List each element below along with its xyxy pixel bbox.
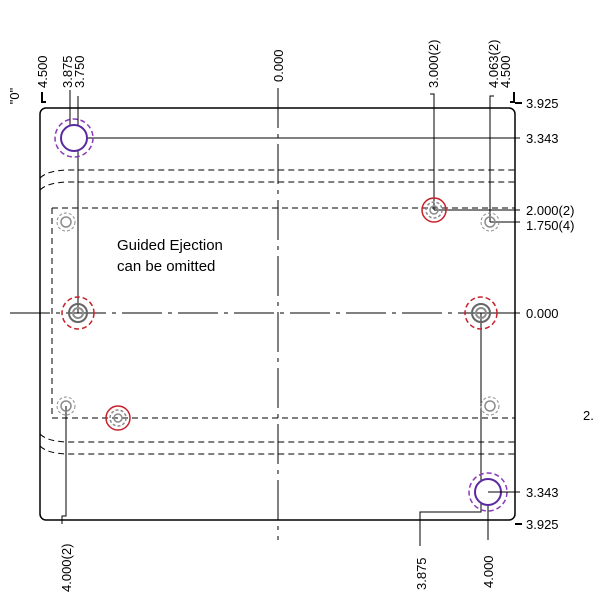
note-line-1: Guided Ejection (117, 237, 223, 254)
right-dim-upper-hole: 3.343 (526, 131, 559, 146)
top-dim-center: 0.000 (271, 49, 286, 82)
guided-ejection-hole-right (464, 296, 498, 330)
right-dim-top-edge: 3.925 (526, 96, 559, 111)
right-dim-small-hole-b: 1.750(4) (526, 218, 574, 233)
bottom-dim-left-hole: 4.000(2) (59, 544, 74, 592)
top-dim-left-hole-a: 3.875 (60, 55, 75, 88)
datum-label: "0" (7, 87, 22, 104)
hidden-line-upper-1 (39, 169, 515, 179)
small-hole-lower-left (56, 396, 76, 416)
note-line-2: can be omitted (117, 258, 215, 275)
top-dim-right-outer: 4.500 (498, 55, 513, 88)
bottom-dim-right-hole-b: 4.000 (481, 555, 496, 588)
small-hole-lower-right (480, 396, 500, 416)
edge-ticks (41, 92, 522, 525)
top-dim-left-outer: 4.500 (35, 55, 50, 88)
hidden-line-upper-2 (39, 181, 515, 191)
bottom-dim-right-hole-a: 3.875 (414, 557, 429, 590)
hidden-line-lower-3 (39, 445, 515, 455)
right-dim-center: 0.000 (526, 306, 559, 321)
screw-hole-lower-left (105, 405, 131, 431)
top-dim-left-hole-b: 3.750 (72, 55, 87, 88)
top-dim-right-hole-a: 3.000(2) (426, 40, 441, 88)
right-dim-small-hole-a: 2.000(2) (526, 203, 574, 218)
leader-pin-hole-upper-left (54, 118, 94, 158)
hidden-line-lower-2 (39, 433, 515, 443)
screw-hole-upper-right (421, 197, 447, 223)
right-dim-lower-hole: 3.343 (526, 485, 559, 500)
guided-ejection-hole-left (61, 296, 95, 330)
small-hole-upper-left (56, 212, 76, 232)
right-edge-text: 2. (583, 408, 594, 423)
top-dim-right-hole-b: 4.063(2) (486, 40, 501, 88)
right-dim-bottom-edge: 3.925 (526, 517, 559, 532)
leader-lines (61, 90, 520, 546)
small-hole-upper-right (480, 212, 500, 232)
